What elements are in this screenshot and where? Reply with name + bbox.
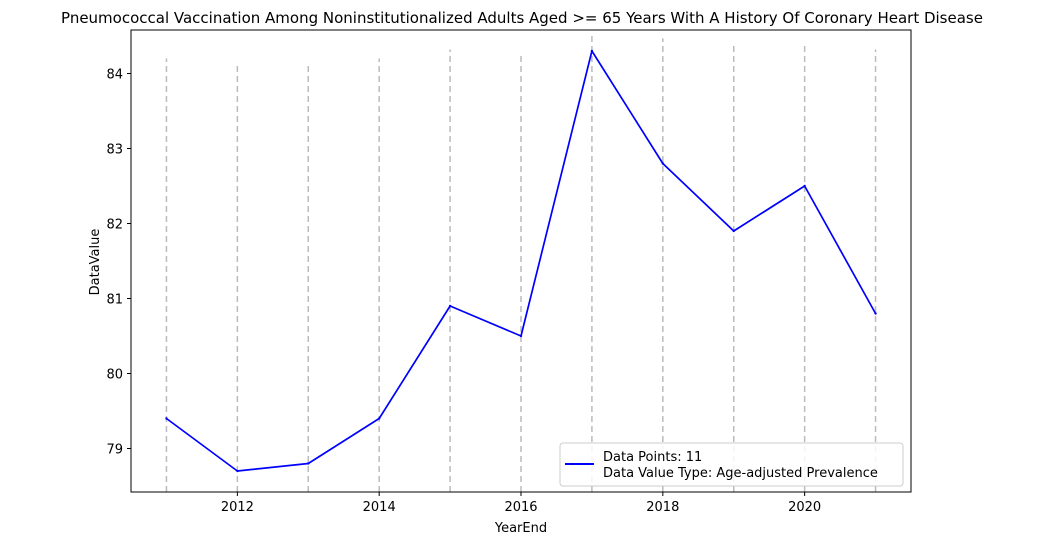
data-point-2017	[590, 49, 594, 53]
y-tick-label-80: 80	[106, 368, 123, 383]
x-tick-label-2012: 2012	[221, 500, 254, 515]
y-tick-label-82: 82	[106, 218, 123, 233]
x-tick-label-2016: 2016	[504, 500, 537, 515]
legend-data-points: Data Points: 11	[603, 450, 702, 465]
x-tick-label-2018: 2018	[646, 500, 679, 515]
y-tick-label-79: 79	[106, 443, 123, 458]
data-point-2020	[803, 184, 806, 188]
legend: Data Points: 11 Data Value Type: Age-adj…	[559, 442, 904, 487]
x-tick-label-2014: 2014	[363, 500, 396, 515]
y-tick-label-81: 81	[106, 293, 123, 308]
data-point-2012	[236, 469, 239, 473]
y-axis-label: DataValue	[88, 229, 103, 296]
x-axis-ticks: 2012 2014 2016 2018 2020	[221, 492, 821, 515]
x-tick-label-2020: 2020	[788, 500, 821, 515]
x-axis-label: YearEnd	[494, 521, 547, 536]
y-tick-label-83: 83	[106, 143, 123, 158]
data-point-2019	[732, 229, 735, 233]
data-point-2021	[874, 312, 877, 315]
data-point-2011	[165, 417, 168, 420]
y-tick-label-84: 84	[106, 68, 123, 83]
legend-box	[559, 442, 904, 487]
data-point-2015	[448, 304, 452, 308]
data-point-2013	[307, 462, 310, 465]
y-axis-ticks: 79 80 81 82 83 84	[106, 68, 131, 458]
series-layer	[165, 49, 877, 473]
data-point-2014	[377, 417, 381, 420]
chart-title: Pneumococcal Vaccination Among Noninstit…	[61, 9, 983, 27]
legend-data-value-type: Data Value Type: Age-adjusted Prevalence	[603, 466, 878, 481]
data-point-2016	[519, 334, 523, 338]
vertical-guides	[165, 32, 877, 492]
data-point-2018	[661, 162, 665, 165]
